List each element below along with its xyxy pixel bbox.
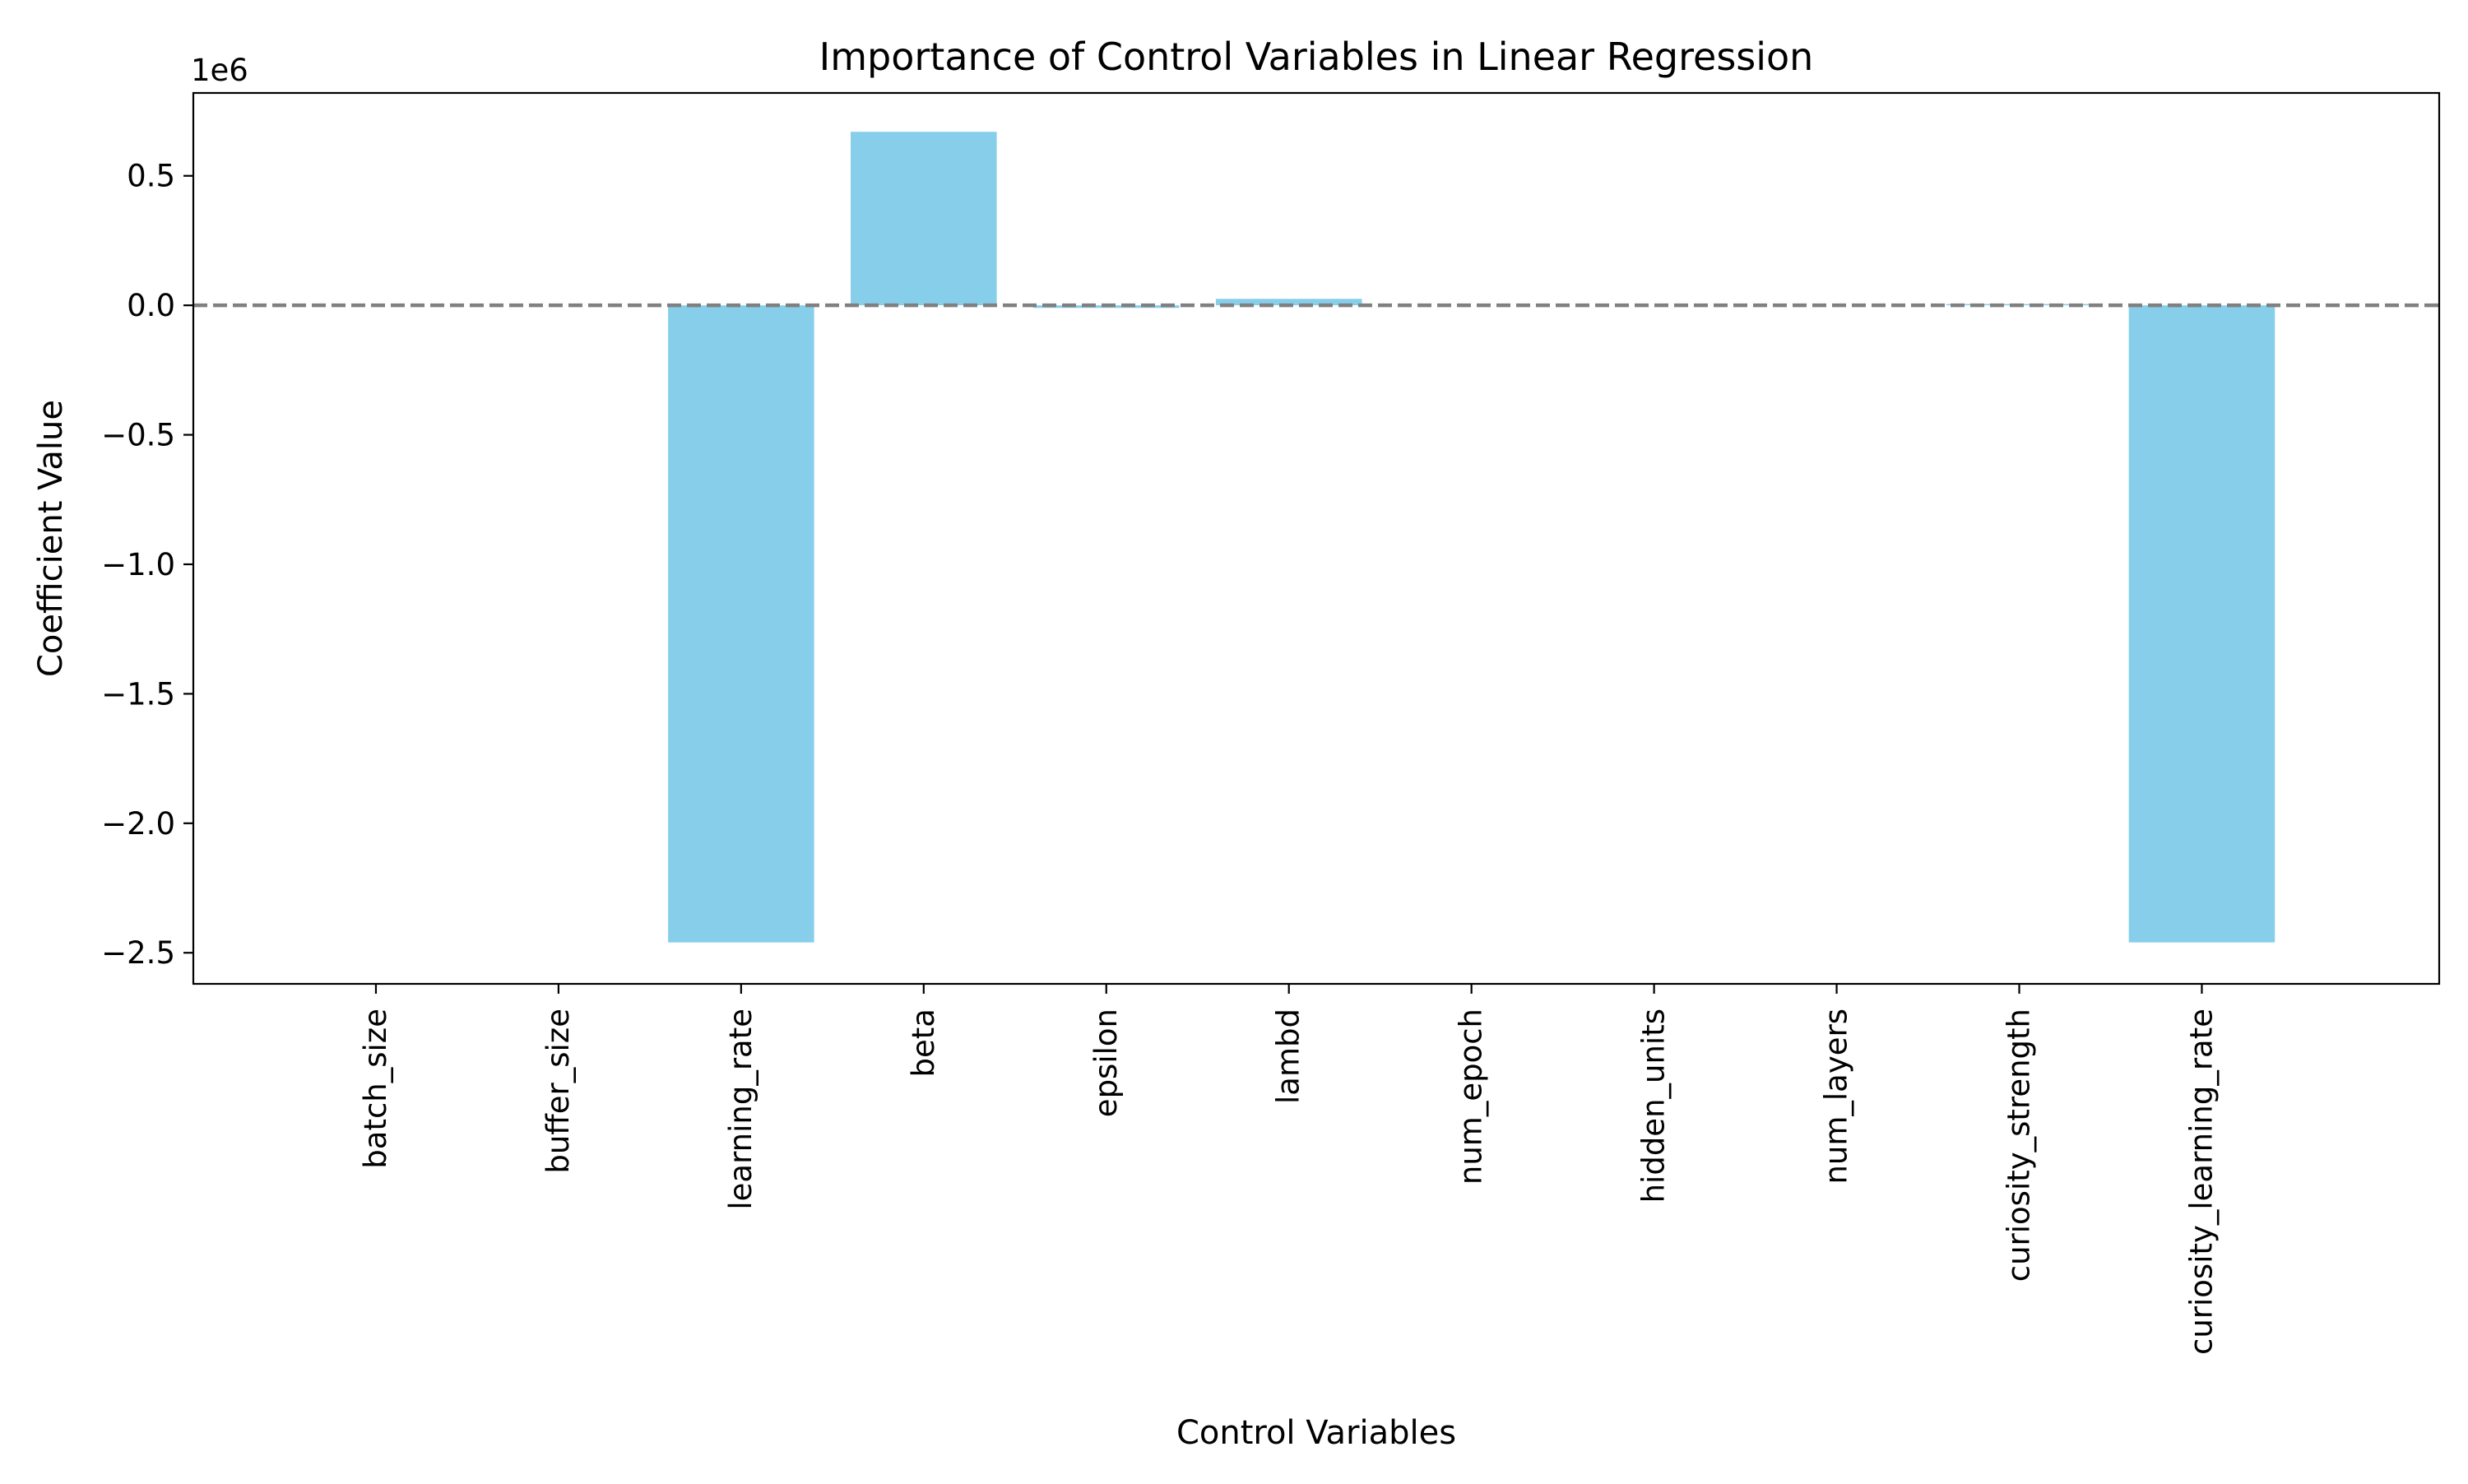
- chart-title: Importance of Control Variables in Linea…: [819, 35, 1814, 79]
- bar-learning-rate: [668, 305, 814, 943]
- x-axis: batch_size buffer_size learning_rate beta ep…: [358, 984, 2219, 1355]
- y-tick-label: −2.5: [101, 935, 175, 971]
- bar-lambd: [1215, 299, 1362, 306]
- x-tick-label: beta: [906, 1009, 941, 1077]
- y-tick-label: 0.0: [127, 288, 175, 323]
- x-tick-label: num_layers: [1819, 1009, 1854, 1185]
- y-axis: −2.5 −2.0 −1.5 −1.0 −0.5 0.0 0.5: [101, 159, 193, 971]
- bar-curiosity-learning-rate: [2128, 305, 2275, 943]
- x-tick-label: epsilon: [1088, 1009, 1124, 1117]
- y-tick-label: −2.0: [101, 806, 175, 842]
- y-axis-offset-label: 1e6: [191, 53, 248, 88]
- y-axis-label: Coefficient Value: [32, 400, 70, 677]
- y-tick-label: −1.0: [101, 547, 175, 582]
- x-tick-label: batch_size: [358, 1009, 393, 1169]
- plot-area-frame: [192, 91, 2441, 985]
- y-tick-label: 0.5: [127, 159, 175, 194]
- x-tick-label: lambd: [1271, 1009, 1306, 1104]
- x-tick-label: learning_rate: [723, 1009, 758, 1210]
- x-axis-label: Control Variables: [1176, 1414, 1456, 1452]
- y-tick-label: −0.5: [101, 418, 175, 453]
- y-tick-label: −1.5: [101, 676, 175, 712]
- bars-layer: [668, 132, 2275, 943]
- x-tick-label: hidden_units: [1636, 1009, 1672, 1203]
- x-tick-label: num_epoch: [1454, 1009, 1489, 1185]
- bar-beta: [851, 132, 997, 306]
- x-tick-label: curiosity_strength: [2002, 1009, 2037, 1282]
- x-tick-label: curiosity_learning_rate: [2183, 1009, 2219, 1355]
- x-tick-label: buffer_size: [540, 1009, 576, 1174]
